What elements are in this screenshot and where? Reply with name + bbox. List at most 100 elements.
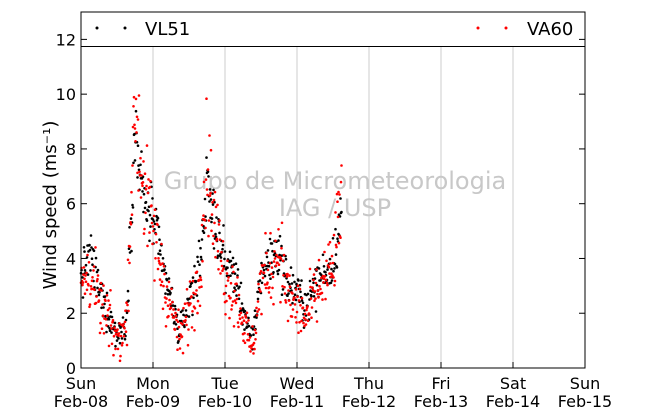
data-point-va60: [178, 337, 181, 341]
data-point-va60: [132, 105, 135, 108]
data-points: [79, 94, 343, 363]
data-point-vl51: [90, 257, 94, 261]
data-point-va60: [162, 284, 165, 288]
data-point-vl51: [226, 266, 229, 270]
data-point-vl51: [339, 197, 342, 200]
data-point-va60: [266, 268, 270, 272]
data-point-vl51: [312, 281, 315, 285]
data-point-va60: [245, 311, 249, 315]
data-point-va60: [92, 265, 96, 268]
data-point-va60: [204, 178, 208, 181]
data-point-vl51: [284, 257, 288, 261]
data-point-vl51: [157, 252, 160, 255]
data-point-va60: [131, 164, 134, 167]
data-point-va60: [258, 288, 261, 291]
data-point-va60: [228, 316, 231, 320]
data-point-vl51: [194, 280, 198, 283]
data-point-va60: [192, 291, 195, 295]
data-point-va60: [85, 271, 88, 275]
data-point-va60: [135, 131, 138, 134]
data-point-va60: [104, 318, 108, 321]
data-point-va60: [118, 322, 121, 325]
data-point-va60: [92, 269, 95, 272]
data-point-va60: [184, 315, 188, 319]
x-tick-label-day: Mon: [136, 374, 170, 393]
data-point-vl51: [202, 231, 206, 234]
x-tick-label-date: Feb-09: [126, 392, 180, 409]
data-point-vl51: [314, 310, 318, 313]
data-point-va60: [320, 276, 323, 280]
x-tick-label-date: Feb-10: [198, 392, 252, 409]
data-point-va60: [222, 267, 225, 270]
data-point-va60: [247, 338, 251, 342]
data-point-va60: [124, 330, 128, 334]
x-tick-labels: SunFeb-08MonFeb-09TueFeb-10WedFeb-11ThuF…: [54, 374, 612, 409]
data-point-va60: [94, 246, 97, 249]
data-point-vl51: [280, 244, 283, 248]
data-point-va60: [293, 303, 297, 306]
data-point-va60: [118, 359, 122, 363]
data-point-vl51: [120, 330, 123, 334]
data-point-va60: [156, 267, 160, 271]
data-point-va60: [294, 316, 297, 319]
data-point-vl51: [222, 264, 226, 268]
data-point-vl51: [180, 319, 183, 323]
data-point-va60: [268, 286, 271, 289]
data-point-vl51: [173, 320, 176, 324]
data-point-vl51: [229, 259, 233, 263]
data-point-va60: [151, 225, 155, 228]
data-point-va60: [218, 219, 221, 222]
data-point-va60: [152, 214, 156, 218]
data-point-vl51: [127, 299, 130, 303]
data-point-va60: [200, 223, 204, 227]
data-point-vl51: [83, 269, 87, 272]
data-point-va60: [320, 291, 324, 295]
data-point-va60: [133, 123, 136, 127]
data-point-va60: [106, 314, 109, 317]
data-point-va60: [203, 218, 207, 222]
data-point-vl51: [205, 156, 208, 159]
data-point-vl51: [331, 237, 335, 240]
data-point-vl51: [169, 291, 172, 295]
data-point-va60: [191, 279, 195, 283]
data-point-va60: [206, 168, 210, 171]
data-point-va60: [226, 279, 230, 282]
data-point-va60: [259, 270, 263, 273]
data-point-vl51: [268, 237, 272, 241]
data-point-va60: [224, 284, 228, 288]
data-point-vl51: [239, 281, 243, 285]
data-point-va60: [99, 321, 102, 325]
data-point-va60: [179, 333, 182, 336]
data-point-vl51: [267, 264, 271, 268]
data-point-va60: [254, 331, 258, 335]
data-point-va60: [311, 286, 314, 289]
data-point-va60: [146, 191, 150, 195]
data-point-va60: [173, 328, 177, 331]
data-point-va60: [157, 257, 160, 260]
data-point-va60: [82, 273, 85, 276]
data-point-va60: [217, 223, 221, 226]
data-point-va60: [126, 303, 129, 307]
data-point-va60: [252, 352, 255, 355]
data-point-va60: [274, 239, 277, 243]
data-point-va60: [177, 325, 181, 329]
data-point-vl51: [84, 263, 88, 267]
data-point-va60: [98, 288, 101, 291]
data-point-va60: [248, 336, 252, 339]
data-point-va60: [257, 308, 261, 311]
data-point-va60: [81, 283, 84, 287]
data-point-va60: [105, 294, 109, 297]
data-point-va60: [102, 332, 106, 335]
data-point-va60: [277, 228, 280, 231]
data-point-vl51: [207, 175, 210, 178]
data-point-va60: [122, 335, 126, 338]
data-point-vl51: [113, 321, 117, 325]
data-point-vl51: [121, 316, 125, 319]
data-point-vl51: [262, 268, 266, 272]
data-point-vl51: [97, 293, 101, 297]
data-point-vl51: [140, 150, 143, 153]
data-point-va60: [142, 232, 146, 235]
data-point-vl51: [234, 262, 238, 266]
data-point-va60: [323, 275, 327, 278]
data-point-vl51: [187, 315, 191, 318]
